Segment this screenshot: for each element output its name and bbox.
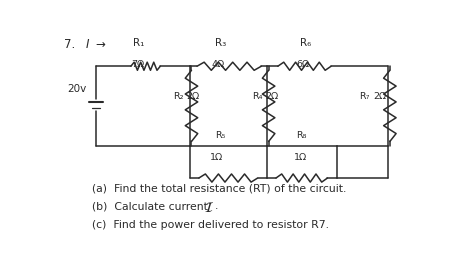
Text: 1Ω: 1Ω bbox=[210, 153, 223, 162]
Text: $\mathcal{I}$: $\mathcal{I}$ bbox=[204, 201, 214, 215]
Text: .: . bbox=[215, 201, 219, 211]
Text: (a)  Find the total resistance (RT) of the circuit.: (a) Find the total resistance (RT) of th… bbox=[92, 183, 346, 193]
Text: 6Ω: 6Ω bbox=[296, 60, 310, 69]
Text: R₅: R₅ bbox=[215, 131, 226, 140]
Text: R₇: R₇ bbox=[359, 92, 369, 101]
Text: 4Ω: 4Ω bbox=[212, 60, 225, 69]
Text: R₃: R₃ bbox=[215, 38, 227, 48]
Text: 2Ω: 2Ω bbox=[265, 92, 278, 101]
Text: 2Ω: 2Ω bbox=[186, 92, 199, 101]
Text: 1Ω: 1Ω bbox=[294, 153, 308, 162]
Text: (c)  Find the power delivered to resistor R7.: (c) Find the power delivered to resistor… bbox=[92, 220, 329, 230]
Text: 2Ω: 2Ω bbox=[374, 92, 387, 101]
Text: 7.: 7. bbox=[64, 38, 75, 51]
Text: R₁: R₁ bbox=[133, 38, 144, 48]
Text: 20v: 20v bbox=[67, 84, 87, 94]
Text: R₄: R₄ bbox=[252, 92, 263, 101]
Text: R₆: R₆ bbox=[300, 38, 311, 48]
Text: $I$  →: $I$ → bbox=[85, 38, 107, 51]
Text: R₈: R₈ bbox=[296, 131, 307, 140]
Text: 7Ω: 7Ω bbox=[131, 60, 144, 69]
Text: (b)  Calculate current: (b) Calculate current bbox=[92, 201, 212, 211]
Text: R₂: R₂ bbox=[173, 92, 183, 101]
